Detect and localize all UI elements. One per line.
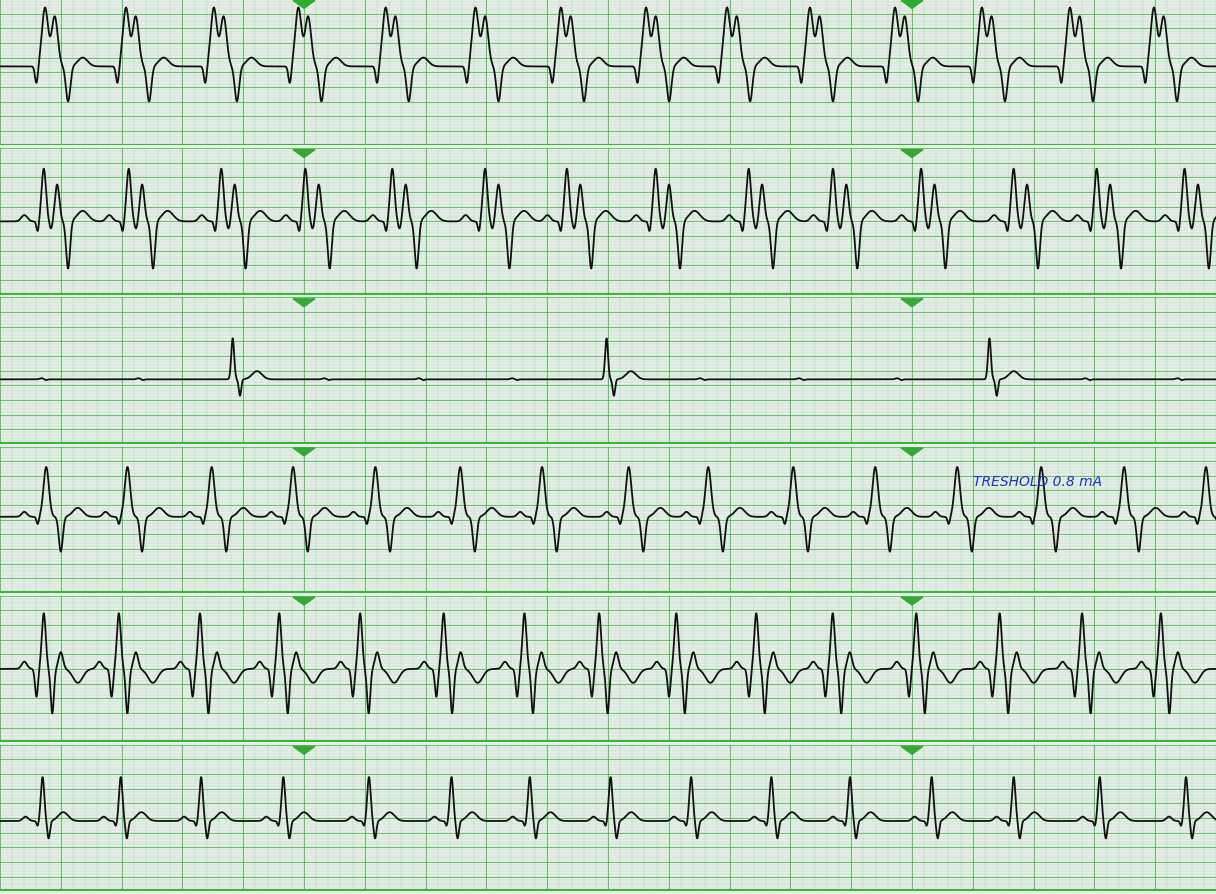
Polygon shape [293,597,315,605]
Text: TRESHOLD 0.8 mA: TRESHOLD 0.8 mA [973,475,1102,489]
Polygon shape [293,746,315,755]
Polygon shape [293,449,315,456]
Polygon shape [293,299,315,308]
Polygon shape [901,449,923,456]
Polygon shape [901,2,923,9]
Polygon shape [901,597,923,605]
Polygon shape [901,150,923,158]
Polygon shape [293,150,315,158]
Polygon shape [901,299,923,308]
Polygon shape [901,746,923,755]
Polygon shape [293,2,315,9]
